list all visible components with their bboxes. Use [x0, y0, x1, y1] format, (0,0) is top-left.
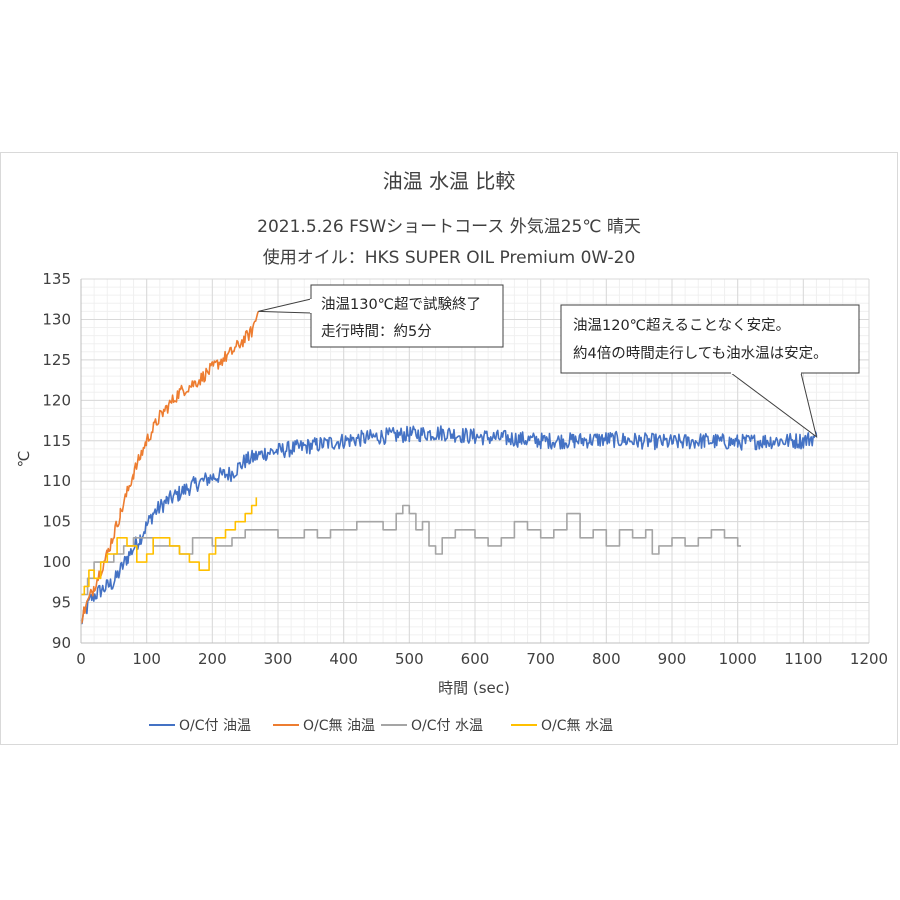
x-tick-label: 1100: [784, 650, 822, 668]
x-tick-label: 200: [198, 650, 227, 668]
x-tick-label: 400: [329, 650, 358, 668]
annotation-box: [560, 304, 860, 374]
annotation-text: 走行時間：約5分: [321, 323, 432, 340]
x-axis-label: 時間 (sec): [438, 679, 510, 697]
y-tick-label: 90: [52, 634, 71, 652]
series-line-3: [81, 497, 258, 596]
x-tick-label: 700: [526, 650, 555, 668]
series-line-2: [81, 504, 741, 596]
annotation-text: 約4倍の時間走行しても油水温は安定。: [573, 345, 828, 362]
chart-subtitle-line-2: 使用オイル：HKS SUPER OIL Premium 0W-20: [263, 247, 636, 268]
x-tick-label: 600: [461, 650, 490, 668]
x-tick-label: 1000: [719, 650, 757, 668]
chart-title: 油温 水温 比較: [383, 169, 516, 193]
annotation-pointer: [258, 298, 312, 314]
annotation-pointer: [730, 372, 818, 438]
legend-label: O/C付 油温: [179, 718, 251, 734]
y-tick-label: 110: [42, 472, 71, 490]
y-tick-label: 120: [42, 391, 71, 409]
legend-label: O/C無 水温: [541, 718, 613, 734]
annotation-callout-1: 油温120℃超えることなく安定。約4倍の時間走行しても油水温は安定。: [560, 304, 860, 438]
plot-series: [80, 311, 818, 625]
annotation-box: [310, 284, 504, 348]
axes: 0 100 200 300 400 500 600 700 800 900 1000 1100 1200…: [42, 270, 888, 668]
legend-item-3: O/C無 水温: [511, 718, 613, 734]
x-tick-label: 800: [592, 650, 621, 668]
chart-subtitle-line-1: 2021.5.26 FSWショートコース 外気温25℃ 晴天: [257, 217, 641, 237]
legend-label: O/C付 水温: [411, 718, 483, 734]
chart-frame: 油温 水温 比較 2021.5.26 FSWショートコース 外気温25℃ 晴天 …: [0, 152, 898, 745]
annotation-text: 油温120℃超えることなく安定。: [573, 317, 790, 334]
y-tick-label: 125: [42, 351, 71, 369]
chart-svg: 油温 水温 比較 2021.5.26 FSWショートコース 外気温25℃ 晴天 …: [15, 169, 888, 734]
x-tick-label: 500: [395, 650, 424, 668]
y-axis-label: ℃: [15, 451, 33, 468]
annotation-text: 油温130℃超で試験終了: [321, 296, 481, 313]
legend-item-2: O/C付 水温: [381, 718, 483, 734]
legend-label: O/C無 油温: [303, 718, 375, 734]
y-tick-label: 95: [52, 594, 71, 612]
x-tick-label: 900: [658, 650, 687, 668]
series-line-0: [80, 425, 818, 625]
legend: O/C付 油温 O/C無 油温 O/C付 水温 O/C無 水温: [149, 718, 613, 734]
legend-item-0: O/C付 油温: [149, 718, 251, 734]
series-line-1: [80, 311, 260, 624]
x-tick-label: 300: [264, 650, 293, 668]
y-tick-label: 105: [42, 513, 71, 531]
x-tick-label: 1200: [850, 650, 888, 668]
y-tick-label: 100: [42, 553, 71, 571]
x-tick-label: 100: [132, 650, 161, 668]
y-tick-label: 130: [42, 310, 71, 328]
x-tick-label: 0: [76, 650, 86, 668]
y-tick-label: 115: [42, 432, 71, 450]
legend-item-1: O/C無 油温: [273, 718, 375, 734]
y-tick-label: 135: [42, 270, 71, 288]
